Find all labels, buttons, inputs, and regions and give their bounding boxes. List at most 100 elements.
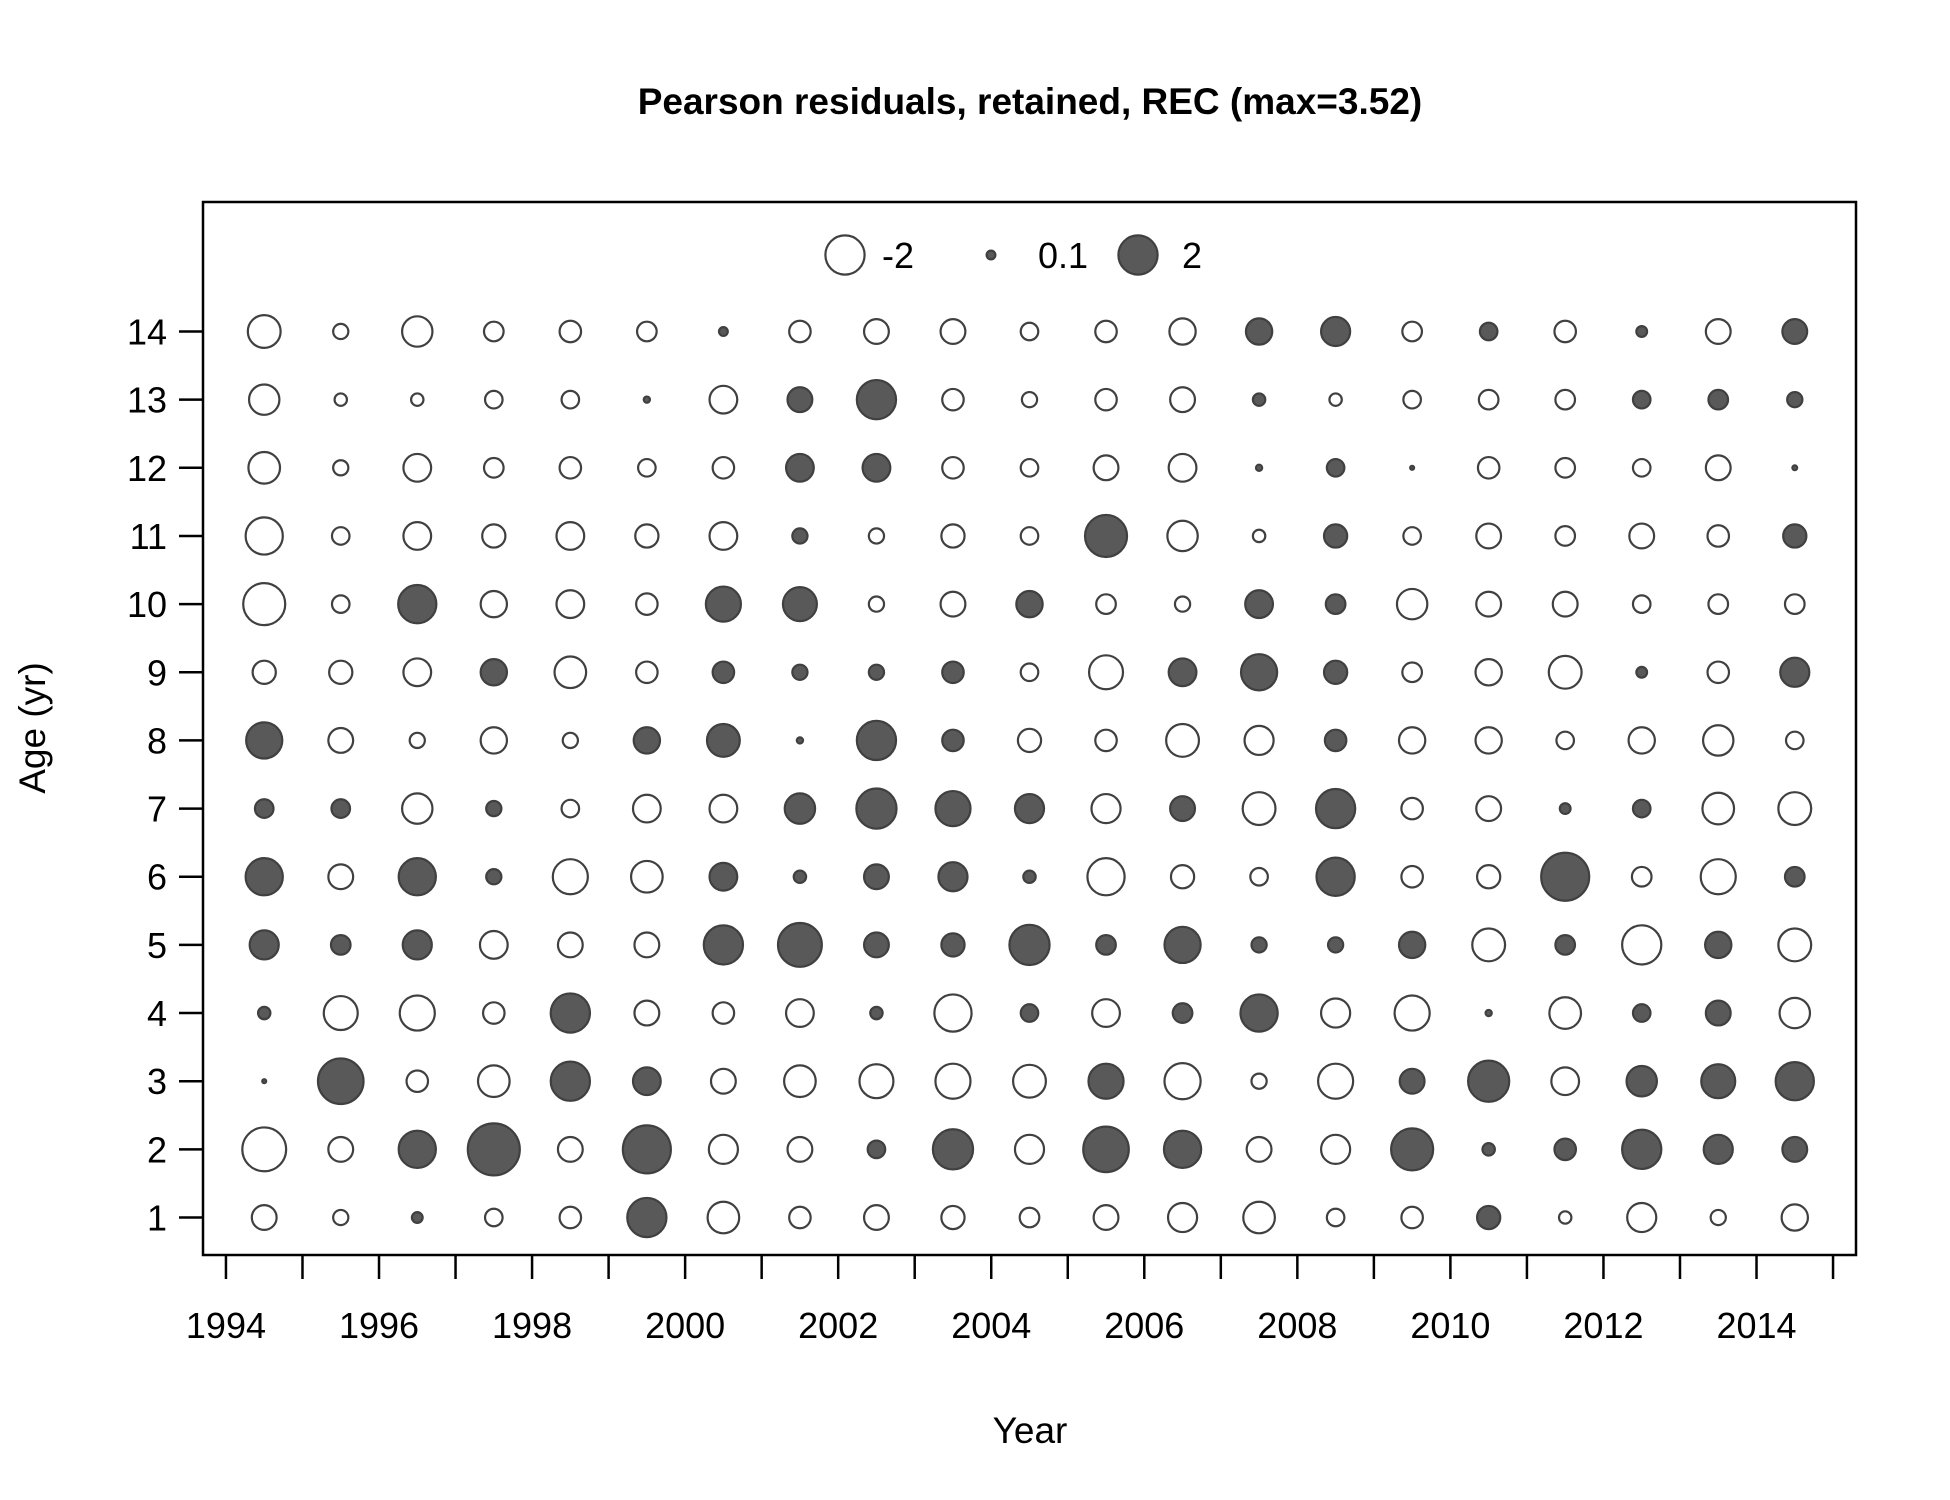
bubble-point (1784, 730, 1805, 751)
bubble-point (791, 663, 809, 681)
bubble-point (479, 589, 509, 619)
y-tick-label: 6 (147, 857, 167, 898)
bubble-point (1781, 1135, 1809, 1163)
bubble-point (1401, 320, 1424, 343)
bubble-point (940, 932, 966, 958)
bubble-point (939, 318, 967, 345)
bubble-point (1704, 999, 1732, 1027)
plot-frame (201, 200, 1858, 1257)
bubble-point (485, 799, 503, 818)
bubble-point (1324, 593, 1347, 616)
y-tick-label: 5 (147, 925, 167, 966)
bubble-point (1786, 390, 1804, 409)
bubble-point (402, 452, 433, 483)
bubble-point (1325, 1207, 1346, 1228)
bubble-point (783, 1064, 817, 1099)
bubble-point (1319, 315, 1352, 348)
bubble-point (1169, 386, 1197, 414)
x-tick-label: 1998 (492, 1305, 572, 1346)
bubble-point (1780, 1203, 1810, 1232)
bubble-point (941, 455, 965, 480)
legend-label: 0.1 (1038, 235, 1088, 276)
bubble-point (330, 798, 352, 819)
bubble-point (702, 924, 745, 966)
bubble-point (1635, 325, 1649, 338)
bubble-point (1082, 1125, 1130, 1174)
y-tick-label: 8 (147, 720, 167, 761)
bubble-point (1621, 1128, 1663, 1171)
bubble-point (1402, 389, 1423, 410)
bubble-point (401, 929, 433, 961)
bubble-point (786, 386, 814, 414)
bubble-point (400, 315, 434, 348)
bubble-point (1621, 924, 1663, 966)
bubble-point (247, 450, 282, 485)
bubble-point (1631, 594, 1652, 614)
y-tick-label: 12 (127, 448, 167, 489)
y-tick-label: 3 (147, 1061, 167, 1102)
bubble-point (711, 660, 736, 685)
bubble-point (549, 1060, 592, 1102)
y-axis-label: Age (yr) (12, 662, 53, 794)
bubble-point (555, 521, 586, 551)
bubble-point (327, 726, 355, 754)
bubble-point (1013, 1133, 1046, 1165)
bubble-point (1251, 528, 1267, 544)
bubble-point (322, 994, 359, 1032)
bubble-point (1390, 1127, 1435, 1172)
bubble-point (397, 857, 437, 897)
bubble-point (485, 868, 503, 886)
bubble-point (1315, 856, 1356, 897)
bubble-point (940, 1204, 966, 1231)
bubble-point (709, 1067, 737, 1095)
bubble-point (1323, 728, 1348, 753)
bubble-point (561, 731, 580, 750)
bubble-point (560, 389, 581, 410)
bubble-point (558, 455, 583, 480)
bubble-point (1625, 1064, 1659, 1098)
bubble-point (708, 521, 739, 551)
bubble-point (1774, 1061, 1815, 1102)
bubble-point (1249, 866, 1269, 887)
bubble-point (332, 322, 350, 341)
bubble-point (1019, 321, 1040, 342)
bubble-point (783, 792, 817, 825)
bubble-point (933, 993, 973, 1033)
bubble-point (1019, 1003, 1040, 1023)
bubble-point (791, 527, 809, 545)
bubble-point (1475, 795, 1503, 823)
bubble-point (1477, 388, 1500, 411)
bubble-point (1627, 726, 1656, 755)
bubble-point (1475, 590, 1503, 618)
bubble-point (330, 526, 351, 546)
bubble-point (1314, 787, 1357, 830)
bubble-point (1020, 390, 1039, 409)
bubble-point (245, 721, 284, 760)
bubble-point (478, 929, 509, 960)
bubble-point (708, 793, 739, 824)
bubble-point (1484, 1008, 1493, 1018)
bubble-point (1016, 727, 1043, 754)
bubble-point (1554, 388, 1577, 411)
bubble-point (332, 1208, 350, 1227)
bubble-point (1471, 927, 1507, 963)
bubble-point (405, 1069, 430, 1094)
bubble-layer (241, 313, 1815, 1239)
legend-label: 2 (1182, 235, 1202, 276)
bubble-point (1316, 1062, 1355, 1100)
bubble-point (1400, 796, 1424, 821)
bubble-point (1553, 1137, 1578, 1162)
x-axis-label: Year (993, 1410, 1068, 1451)
x-tick-label: 2012 (1563, 1305, 1643, 1346)
bubble-point (1631, 457, 1652, 478)
bubble-point (327, 863, 355, 891)
bubble-point (781, 586, 818, 623)
bubble-point (1540, 851, 1591, 902)
bubble-point (241, 1126, 288, 1173)
bubble-point (1162, 1129, 1203, 1170)
bubble-point (409, 392, 425, 407)
bubble-point (940, 523, 966, 549)
y-tick-label: 14 (127, 311, 167, 352)
bubble-point (1400, 1205, 1424, 1230)
